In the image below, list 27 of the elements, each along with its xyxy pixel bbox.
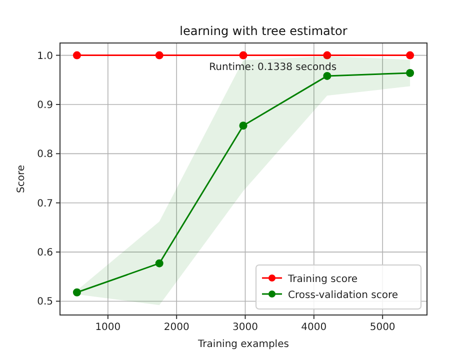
y-tick-label: 0.9 — [37, 100, 53, 111]
legend-label: Training score — [287, 274, 358, 285]
point — [323, 72, 332, 80]
chart-title: learning with tree estimator — [180, 24, 348, 38]
point — [406, 51, 414, 60]
legend-label: Cross-validation score — [288, 290, 398, 301]
point — [406, 69, 414, 78]
annotation: Runtime: 0.1338 seconds — [209, 62, 337, 73]
x-tick-label: 5000 — [370, 322, 396, 333]
x-tick-label: 2000 — [164, 322, 190, 333]
y-tick-label: 0.8 — [37, 149, 53, 160]
y-tick-label: 0.6 — [37, 248, 53, 259]
point — [239, 51, 248, 60]
y-tick-label: 0.7 — [37, 198, 53, 210]
point — [239, 122, 248, 130]
x-tick-label: 4000 — [301, 322, 327, 333]
point — [155, 51, 164, 60]
y-axis-title: Score — [16, 164, 27, 194]
x-tick-label: 1000 — [95, 322, 121, 333]
point — [155, 259, 164, 268]
point — [72, 51, 81, 60]
x-tick-label: 3000 — [232, 322, 258, 333]
point — [323, 51, 332, 60]
x-axis-title: Training examples — [197, 339, 289, 350]
y-tick-label: 1.0 — [37, 50, 53, 62]
point — [72, 288, 81, 296]
y-tick-label: 0.5 — [37, 296, 53, 308]
